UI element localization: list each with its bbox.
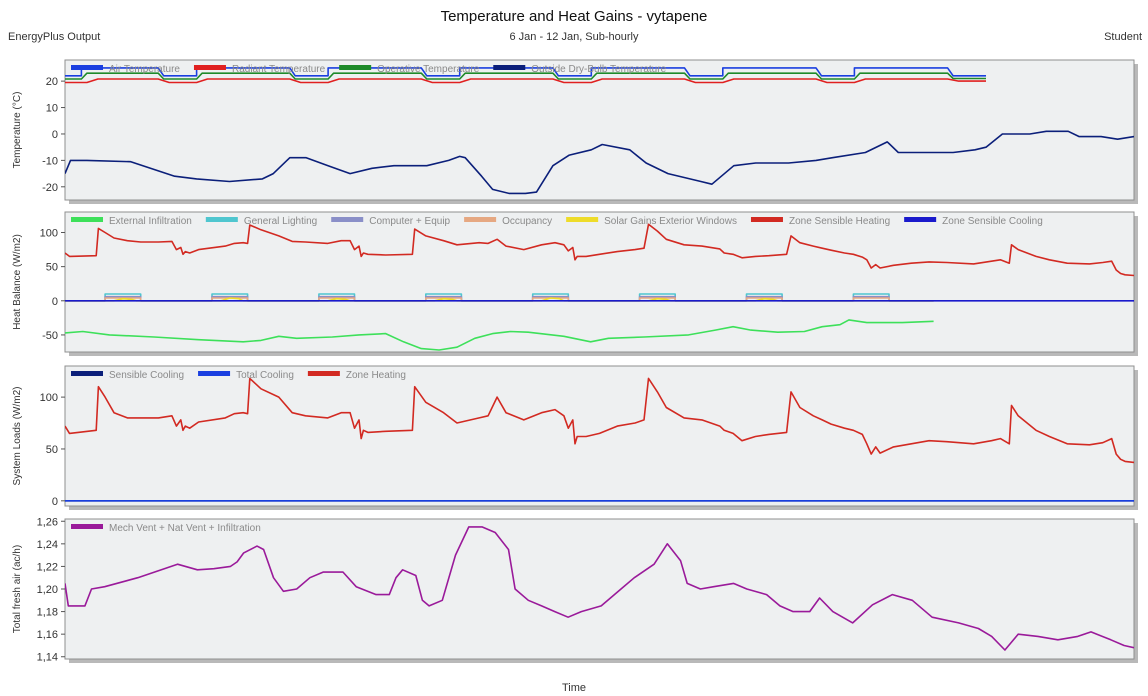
legend-item: Operative Temperature	[339, 64, 480, 75]
legend-swatch	[307, 371, 340, 376]
legend-swatch	[71, 65, 103, 70]
legend-label: Computer + Equip	[369, 216, 450, 227]
legend-swatch	[566, 217, 599, 222]
plot-area	[64, 211, 1135, 353]
y-axis-label: Heat Balance (W/m2)	[12, 234, 23, 330]
legend-label: Sensible Cooling	[109, 370, 184, 381]
legend-label: Radiant Temperature	[232, 64, 326, 75]
y-tick-label: 0	[52, 296, 58, 308]
legend-swatch	[750, 217, 783, 222]
y-tick-label: 100	[40, 392, 58, 404]
y-tick-label: -10	[42, 155, 58, 167]
legend-item: Radiant Temperature	[193, 64, 326, 75]
legend-swatch	[339, 65, 372, 70]
series-line-2	[65, 78, 986, 84]
y-axis-label: Temperature (°C)	[12, 92, 23, 169]
legend-item: Air Temperature	[71, 64, 180, 75]
legend-swatch	[71, 524, 103, 529]
y-tick-label: -20	[42, 182, 58, 194]
legend-item: Outside Dry-Bulb Temperature	[493, 64, 667, 75]
y-tick-label: 0	[52, 496, 58, 508]
y-axis-label: System Loads (W/m2)	[12, 387, 23, 486]
legend-label: Total Cooling	[236, 370, 294, 381]
legend-swatch	[71, 217, 103, 222]
legend-item: Occupancy	[464, 216, 552, 227]
legend-item: Computer + Equip	[331, 216, 451, 227]
y-tick-label: -50	[42, 330, 58, 342]
legend-item: General Lighting	[205, 216, 317, 227]
chart-subtitle: 6 Jan - 12 Jan, Sub-hourly	[509, 31, 639, 43]
legend-item: Total Cooling	[198, 370, 294, 381]
user-label: Student	[1104, 31, 1142, 43]
y-tick-label: 1,22	[37, 561, 58, 573]
y-tick-label: 1,18	[37, 607, 58, 619]
y-tick-label: 1,26	[37, 516, 58, 528]
plot-area	[64, 365, 1135, 507]
y-tick-label: 1,24	[37, 539, 58, 551]
chart-panel-2: 100 50 0 -50 Heat Balance (W/m2) External Inf…	[12, 211, 1138, 356]
y-tick-label: 50	[46, 444, 58, 456]
legend-item: Solar Gains Exterior Windows	[566, 216, 737, 227]
source-label: EnergyPlus Output	[8, 31, 101, 43]
legend-label: Outside Dry-Bulb Temperature	[531, 64, 666, 75]
legend-label: Air Temperature	[109, 64, 180, 75]
chart-panel-1: 20 10 0 -10 -20 Temperature (°C) Air Temperatu…	[12, 59, 1138, 204]
legend-label: Zone Heating	[346, 370, 406, 381]
y-tick-label: 1,14	[37, 652, 58, 664]
legend-label: General Lighting	[244, 216, 317, 227]
y-tick-label: 20	[46, 76, 58, 88]
plot-area	[64, 518, 1135, 660]
legend-label: Zone Sensible Cooling	[942, 216, 1043, 227]
legend-item: Zone Sensible Heating	[750, 216, 890, 227]
legend-label: Zone Sensible Heating	[789, 216, 890, 227]
y-tick-label: 50	[46, 262, 58, 274]
y-tick-label: 10	[46, 103, 58, 115]
legend-label: Occupancy	[502, 216, 552, 227]
legend-swatch	[493, 65, 526, 70]
series-line-4	[65, 130, 1134, 195]
chart-panel-3: 100 50 0 System Loads (W/m2) Sensible Coolin…	[12, 365, 1138, 510]
legend-label: Mech Vent + Nat Vent + Infiltration	[109, 523, 261, 534]
legend-label: Solar Gains Exterior Windows	[604, 216, 737, 227]
series-line-3	[65, 377, 1134, 464]
y-tick-label: 0	[52, 129, 58, 141]
legend-swatch	[904, 217, 937, 222]
legend-label: Operative Temperature	[377, 64, 480, 75]
legend-swatch	[464, 217, 497, 222]
legend-item: Zone Sensible Cooling	[904, 216, 1043, 227]
plot-area	[64, 59, 1135, 201]
legend-swatch	[71, 371, 103, 376]
series-line-3	[65, 72, 986, 80]
y-axis-label: Total fresh air (ac/h)	[12, 545, 23, 633]
legend-swatch	[331, 217, 364, 222]
chart-panel-4: 1,26 1,24 1,22 1,20 1,18 1,16 1,14 Total fresh …	[12, 516, 1138, 664]
chart-title: Temperature and Heat Gains - vytapene	[440, 8, 708, 25]
series-line-1	[65, 526, 1134, 651]
y-tick-label: 100	[40, 227, 58, 239]
legend-swatch	[193, 65, 226, 70]
legend-item: Sensible Cooling	[71, 370, 184, 381]
legend-item: External Infiltration	[71, 216, 192, 227]
y-tick-label: 1,20	[37, 584, 58, 596]
series-line-6	[65, 223, 1134, 277]
legend-label: External Infiltration	[109, 216, 192, 227]
legend-swatch	[198, 371, 231, 376]
series-line-1	[65, 319, 934, 351]
legend-swatch	[205, 217, 238, 222]
legend-item: Mech Vent + Nat Vent + Infiltration	[71, 523, 261, 534]
legend-item: Zone Heating	[307, 370, 406, 381]
x-axis-label: Time	[561, 682, 587, 694]
y-tick-label: 1,16	[37, 629, 58, 641]
